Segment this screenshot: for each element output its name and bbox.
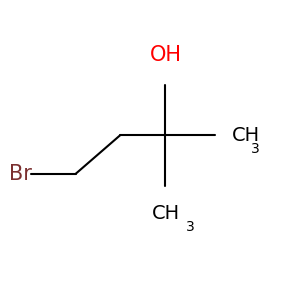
- Text: 3: 3: [186, 220, 194, 234]
- Text: OH: OH: [150, 45, 182, 65]
- Text: CH: CH: [152, 204, 180, 224]
- Text: Br: Br: [9, 164, 32, 184]
- Text: CH: CH: [232, 126, 260, 145]
- Text: 3: 3: [251, 142, 260, 155]
